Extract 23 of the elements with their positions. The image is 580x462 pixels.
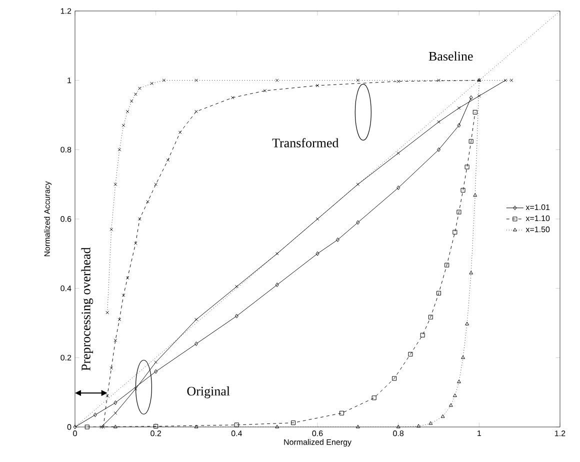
y-tick-label: 0 — [67, 424, 72, 430]
annotation: Preprocessing overhead — [81, 247, 94, 371]
y-axis-title: Normalized Accuracy — [44, 181, 52, 256]
annotation: Transformed — [272, 138, 339, 148]
x-tick-label: 0 — [73, 430, 77, 436]
annotation: Original — [187, 386, 230, 398]
y-tick-label: 1 — [68, 78, 72, 84]
y-tick-label: 0.2 — [60, 354, 72, 360]
x-tick-label: 1 — [478, 430, 482, 436]
y-tick-label: 0.4 — [60, 285, 72, 292]
x-axis-title: Normalized Energy — [284, 439, 352, 447]
x-tick-label: 1.2 — [555, 430, 566, 436]
y-tick-label: 0.6 — [60, 216, 72, 222]
y-tick-label: 0.8 — [60, 146, 72, 152]
x-tick-label: 0.8 — [393, 430, 404, 436]
x-tick-label: 0.2 — [150, 430, 161, 436]
y-tick-label: 1.2 — [60, 8, 72, 14]
legend-label: x=1.50 — [526, 226, 550, 232]
legend-label: x=1.10 — [526, 215, 550, 222]
x-tick-label: 0.6 — [312, 430, 323, 436]
x-tick-label: 0.4 — [231, 430, 242, 436]
annotation: Baseline — [428, 51, 473, 61]
legend-label: x=1.01 — [526, 204, 550, 210]
